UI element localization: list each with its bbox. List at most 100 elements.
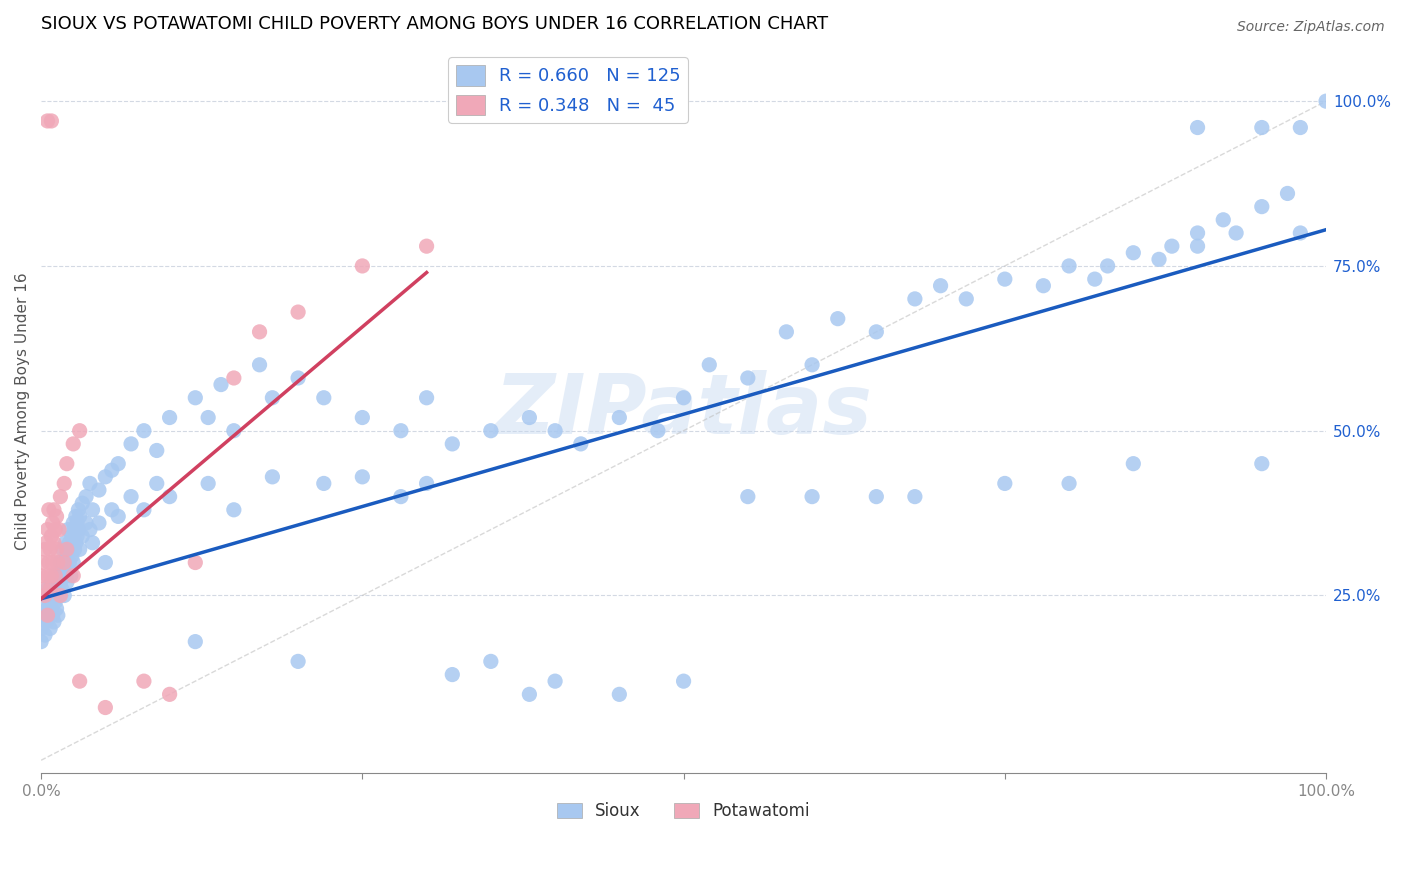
Point	[56, 457, 79, 471]
Point	[1032, 278, 1054, 293]
Point	[865, 490, 887, 504]
Point	[48, 589, 70, 603]
Point	[41, 516, 63, 530]
Point	[42, 615, 65, 629]
Point	[62, 437, 84, 451]
Point	[929, 278, 952, 293]
Point	[107, 509, 129, 524]
Point	[479, 424, 502, 438]
Point	[41, 529, 63, 543]
Point	[1277, 186, 1299, 201]
Point	[53, 556, 76, 570]
Point	[56, 549, 79, 563]
Point	[41, 608, 63, 623]
Point	[159, 490, 181, 504]
Point	[184, 556, 207, 570]
Point	[62, 516, 84, 530]
Point	[697, 358, 720, 372]
Point	[94, 700, 117, 714]
Point	[46, 582, 69, 596]
Point	[39, 595, 62, 609]
Point	[34, 542, 56, 557]
Point	[197, 476, 219, 491]
Point	[30, 568, 52, 582]
Point	[544, 674, 567, 689]
Point	[120, 490, 142, 504]
Point	[38, 589, 60, 603]
Point	[519, 410, 541, 425]
Point	[352, 410, 374, 425]
Point	[1187, 239, 1209, 253]
Point	[1084, 272, 1107, 286]
Point	[1250, 120, 1272, 135]
Point	[44, 595, 66, 609]
Point	[45, 509, 67, 524]
Point	[70, 496, 93, 510]
Point	[197, 410, 219, 425]
Y-axis label: Child Poverty Among Boys Under 16: Child Poverty Among Boys Under 16	[15, 272, 30, 549]
Point	[34, 628, 56, 642]
Point	[75, 516, 97, 530]
Point	[41, 556, 63, 570]
Point	[49, 575, 72, 590]
Point	[94, 556, 117, 570]
Point	[1289, 226, 1312, 240]
Point	[415, 239, 437, 253]
Point	[55, 568, 77, 582]
Point	[65, 535, 87, 549]
Point	[51, 562, 73, 576]
Point	[1250, 457, 1272, 471]
Point	[1315, 94, 1337, 108]
Point	[904, 490, 927, 504]
Point	[352, 259, 374, 273]
Point	[94, 470, 117, 484]
Point	[63, 523, 86, 537]
Point	[56, 542, 79, 557]
Point	[53, 556, 76, 570]
Point	[544, 424, 567, 438]
Point	[79, 476, 101, 491]
Point	[42, 503, 65, 517]
Point	[249, 358, 271, 372]
Point	[145, 443, 167, 458]
Point	[69, 542, 91, 557]
Point	[415, 391, 437, 405]
Point	[865, 325, 887, 339]
Point	[904, 292, 927, 306]
Point	[1187, 120, 1209, 135]
Point	[46, 608, 69, 623]
Point	[87, 516, 110, 530]
Point	[107, 457, 129, 471]
Point	[56, 562, 79, 576]
Point	[1057, 476, 1080, 491]
Point	[672, 391, 695, 405]
Point	[37, 523, 59, 537]
Point	[184, 634, 207, 648]
Point	[48, 568, 70, 582]
Point	[415, 476, 437, 491]
Point	[59, 568, 82, 582]
Point	[69, 674, 91, 689]
Point	[32, 582, 55, 596]
Point	[1097, 259, 1119, 273]
Point	[35, 595, 58, 609]
Point	[44, 568, 66, 582]
Point	[569, 437, 592, 451]
Point	[58, 535, 80, 549]
Point	[37, 601, 59, 615]
Point	[41, 114, 63, 128]
Point	[132, 503, 155, 517]
Point	[994, 272, 1017, 286]
Point	[262, 470, 284, 484]
Point	[65, 509, 87, 524]
Point	[48, 523, 70, 537]
Point	[52, 542, 75, 557]
Point	[59, 542, 82, 557]
Point	[249, 325, 271, 339]
Point	[312, 476, 335, 491]
Point	[39, 582, 62, 596]
Point	[287, 654, 309, 668]
Point	[60, 549, 83, 563]
Point	[53, 589, 76, 603]
Point	[607, 687, 630, 701]
